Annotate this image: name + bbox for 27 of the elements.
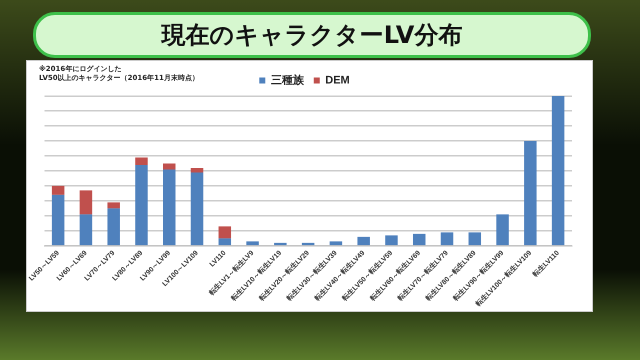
chart-title: 現在のキャラクターLV分布 xyxy=(33,12,591,58)
bar xyxy=(107,202,120,208)
bar xyxy=(524,140,537,246)
bar xyxy=(218,226,232,238)
bar xyxy=(107,208,120,246)
bar xyxy=(52,194,64,246)
bar xyxy=(385,235,398,246)
bar xyxy=(218,238,232,246)
bar xyxy=(440,232,454,246)
bar xyxy=(190,168,204,172)
bar xyxy=(357,236,370,246)
bar xyxy=(80,214,92,246)
bar xyxy=(468,232,482,246)
bar xyxy=(135,157,148,165)
bar xyxy=(496,214,509,246)
bar xyxy=(52,186,64,195)
legend-label: DEM xyxy=(325,74,350,87)
bar xyxy=(246,241,259,246)
bar xyxy=(412,234,426,246)
bar xyxy=(162,163,176,170)
legend-label: 三種族 xyxy=(270,74,305,87)
bar xyxy=(80,190,92,214)
bar xyxy=(162,169,176,246)
bar xyxy=(135,164,148,246)
bar xyxy=(190,172,204,246)
bar xyxy=(552,96,564,246)
bar xyxy=(330,241,342,246)
